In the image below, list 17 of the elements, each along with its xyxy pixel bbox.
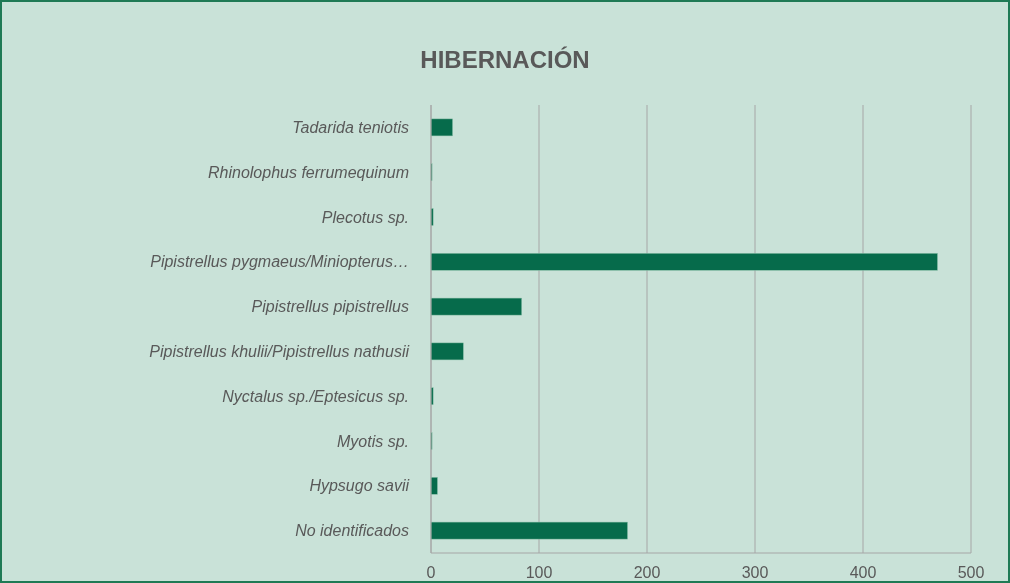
y-tick-label: Nyctalus sp./Eptesicus sp. <box>222 387 409 405</box>
x-tick-label: 500 <box>957 564 985 581</box>
y-tick-label: Plecotus sp. <box>321 208 409 226</box>
y-tick-label: Pipistrellus pygmaeus/Miniopterus… <box>150 253 409 271</box>
x-tick-label: 200 <box>633 564 661 581</box>
x-tick-label: 100 <box>525 564 553 581</box>
x-tick-label: 300 <box>741 564 769 581</box>
y-tick-label: Pipistrellus pipistrellus <box>251 298 409 316</box>
y-tick-label: No identificados <box>295 522 409 540</box>
y-tick-label: Tadarida teniotis <box>292 119 409 136</box>
x-tick-label: 0 <box>426 564 436 581</box>
y-tick-label: Rhinolophus ferrumequinum <box>208 163 409 181</box>
x-tick-label: 400 <box>849 564 877 581</box>
y-tick-label: Pipistrellus khulii/Pipistrellus nathusii <box>149 343 410 360</box>
y-tick-label: Hypsugo savii <box>309 477 410 495</box>
y-tick-label: Myotis sp. <box>336 432 409 450</box>
chart-title: HIBERNACIÓN <box>420 46 590 73</box>
